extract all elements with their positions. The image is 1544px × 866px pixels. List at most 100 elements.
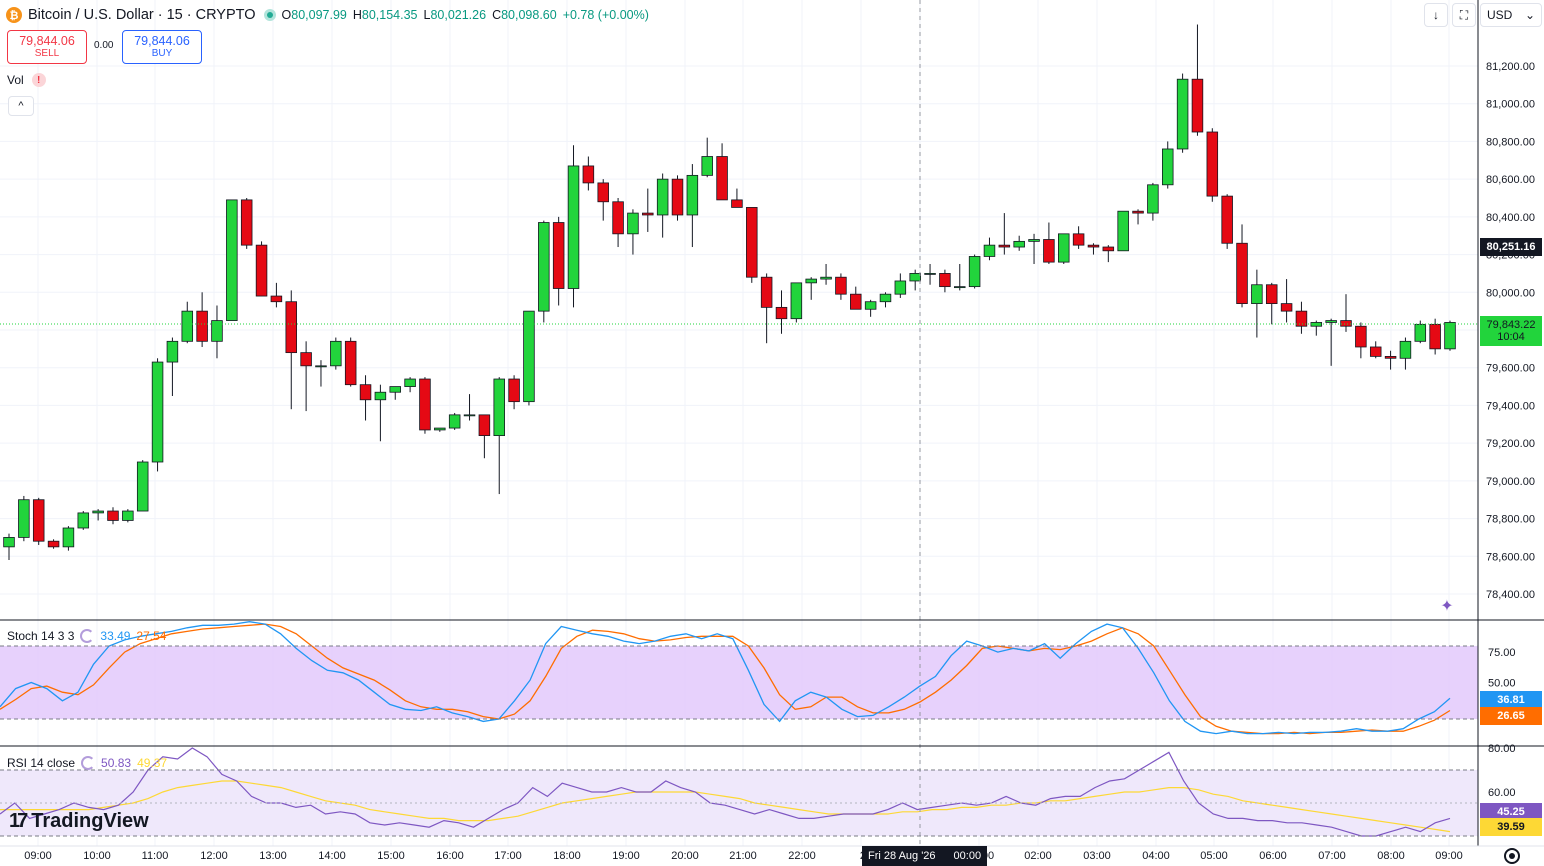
price-axis-label: 80,400.00	[1486, 212, 1535, 224]
candle-up	[493, 378, 505, 436]
candle-up	[686, 174, 699, 216]
candle-up	[1058, 233, 1070, 263]
open-value: 80,097.99	[291, 8, 347, 22]
sell-price: 79,844.06	[19, 34, 75, 48]
candle-up	[226, 199, 238, 321]
buy-price: 79,844.06	[134, 34, 190, 48]
rsi-ma-tag: 39.59	[1480, 818, 1542, 836]
stoch-title: Stoch 14 3 3	[7, 629, 75, 643]
candle-down	[107, 510, 119, 521]
open-label: O	[281, 8, 292, 22]
crosshair-time: 00:00	[953, 850, 982, 862]
tradingview-mark-icon: 17	[9, 810, 28, 832]
candle-down	[300, 352, 312, 367]
settings-icon[interactable]	[1504, 848, 1520, 864]
stoch-d-value: 27.54	[136, 629, 167, 643]
candle-up	[820, 276, 832, 280]
time-axis-label: 03:00	[1083, 850, 1111, 862]
currency-select[interactable]: USD ⌄	[1480, 3, 1542, 27]
collapse-legend-button[interactable]: ^	[8, 96, 34, 116]
candle-down	[612, 201, 624, 235]
refresh-icon[interactable]	[81, 756, 96, 770]
rsi-ma-value: 49.37	[137, 756, 168, 770]
price-axis-label: 79,600.00	[1486, 363, 1535, 375]
time-axis[interactable]: 09:00 10:00 11:00 12:00 13:00 14:00 15:00 16:00…	[24, 850, 1463, 862]
stoch-band	[0, 646, 1478, 719]
candle-down	[47, 540, 60, 548]
market-open-icon	[263, 9, 276, 21]
price-axis-label: 78,600.00	[1486, 551, 1535, 563]
candle-down	[1369, 346, 1382, 357]
time-axis-label: 18:00	[553, 850, 581, 862]
rsi-lines	[0, 747, 1451, 837]
candle-down	[671, 178, 684, 216]
candle-up	[211, 320, 223, 342]
ohlc-values: O80,097.99 H80,154.35 L80,021.26 C80,098…	[282, 8, 649, 22]
rsi-axis-label: 60.00	[1488, 787, 1516, 799]
candle-up	[136, 461, 149, 512]
arrow-down-icon[interactable]: ↓	[1424, 3, 1448, 27]
time-axis-label: 16:00	[436, 850, 464, 862]
candle-up	[1251, 284, 1263, 305]
volume-label: Vol	[7, 73, 24, 87]
candle-down	[582, 165, 595, 184]
time-axis-label: 19:00	[612, 850, 640, 862]
fullscreen-icon[interactable]: ⛶	[1452, 3, 1476, 27]
refresh-icon[interactable]	[80, 629, 95, 643]
candle-down	[508, 378, 520, 403]
candle-up	[1399, 340, 1412, 359]
rsi-ma-line	[0, 780, 1451, 833]
price-axis-label: 79,000.00	[1486, 476, 1535, 488]
time-axis-label: 20:00	[671, 850, 699, 862]
crosshair-date: Fri 28 Aug '26	[868, 850, 936, 862]
price-axis-label: 79,400.00	[1486, 400, 1535, 412]
price-axis[interactable]: 81,200.00 81,000.00 80,800.00 80,600.00 80,4…	[1486, 61, 1535, 601]
candle-down	[1384, 355, 1397, 359]
time-axis-label: 17:00	[494, 850, 522, 862]
candle-up	[627, 212, 639, 235]
stoch-legend[interactable]: Stoch 14 3 3 33.49 27.54	[7, 629, 166, 643]
symbol-header[interactable]: ₿ Bitcoin / U.S. Dollar · 15 · CRYPTO O8…	[6, 5, 649, 25]
currency-value: USD	[1487, 8, 1513, 22]
candle-down	[746, 207, 758, 278]
candle-up	[151, 361, 164, 463]
time-axis-label: 02:00	[1024, 850, 1052, 862]
time-axis-label: 12:00	[200, 850, 228, 862]
close-value: 80,098.60	[501, 8, 557, 22]
candle-down	[597, 182, 609, 203]
candle-down	[835, 276, 847, 295]
candle-up	[954, 286, 966, 289]
sell-button[interactable]: 79,844.06 SELL	[7, 30, 87, 64]
warning-icon[interactable]: !	[31, 73, 46, 87]
stoch-k-value: 33.49	[100, 629, 131, 643]
candle-down	[1072, 233, 1085, 246]
buy-label: BUY	[151, 48, 173, 59]
time-axis-label: 10:00	[83, 850, 111, 862]
candle-down	[1191, 78, 1204, 133]
candle-up	[1161, 148, 1174, 186]
symbol-title[interactable]: Bitcoin / U.S. Dollar · 15 · CRYPTO	[28, 7, 256, 23]
candle-up	[879, 293, 892, 303]
stoch-k-line	[0, 621, 1451, 735]
price-axis-label: 80,000.00	[1486, 287, 1535, 299]
sell-label: SELL	[34, 48, 60, 59]
sparkle-icon[interactable]: ✦	[1440, 598, 1454, 615]
rsi-value: 50.83	[101, 756, 132, 770]
time-axis-label: 09:00	[24, 850, 52, 862]
candle-up	[18, 499, 30, 538]
candle-down	[1280, 303, 1293, 312]
price-axis-label: 80,800.00	[1486, 136, 1535, 148]
candle-down	[939, 273, 951, 288]
low-value: 80,021.26	[430, 8, 487, 22]
buy-button[interactable]: 79,844.06 BUY	[122, 30, 202, 64]
candle-down	[196, 310, 208, 342]
candle-down	[552, 222, 565, 289]
candle-up	[538, 222, 550, 312]
candle-down	[1102, 246, 1115, 252]
candle-down	[1221, 195, 1233, 244]
volume-legend[interactable]: Vol !	[7, 73, 46, 87]
tradingview-logo[interactable]: 17 TradingView	[9, 810, 149, 833]
rsi-legend[interactable]: RSI 14 close 50.83 49.37	[7, 756, 167, 770]
candle-down	[642, 212, 654, 216]
